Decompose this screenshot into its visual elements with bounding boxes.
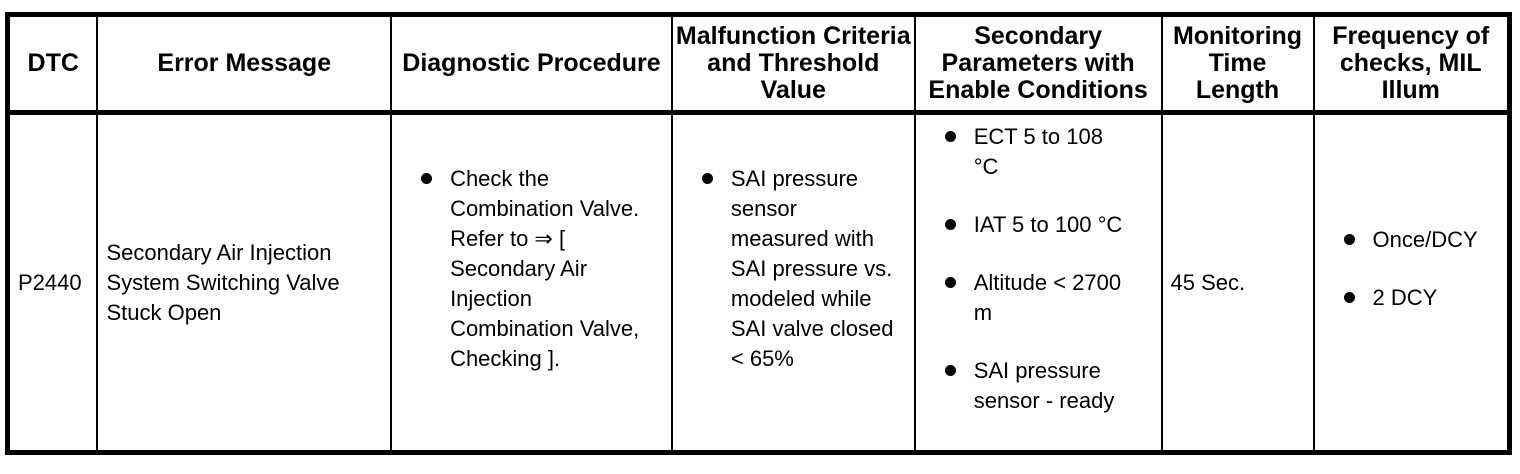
header-malfunction-criteria: Malfunction Criteria and Threshold Value: [670, 13, 916, 115]
list-item: SAI pressure sensor - ready: [944, 356, 1131, 416]
bullet-icon: [1343, 233, 1355, 245]
diagnostic-procedure-cell: Check the Combination Valve. Refer to ⇒ …: [390, 111, 673, 454]
dtc-table: DTC Error Message Diagnostic Procedure M…: [5, 12, 1512, 455]
list-item: IAT 5 to 100 °C: [944, 210, 1131, 240]
dtc-cell: P2440: [6, 111, 99, 454]
secondary-parameters-cell: ECT 5 to 108 °C IAT 5 to 100 °C Altitude…: [913, 111, 1163, 454]
header-monitoring-time: Monitoring Time Length: [1160, 13, 1315, 115]
list-item: ECT 5 to 108 °C: [944, 122, 1131, 182]
list-item-text: Check the Combination Valve. Refer to ⇒ …: [450, 165, 640, 371]
list-item: Once/DCY: [1343, 225, 1498, 255]
list-item-text: IAT 5 to 100 °C: [973, 211, 1123, 237]
frequency-cell: Once/DCY 2 DCY: [1312, 111, 1511, 454]
list-item-text: Altitude < 2700 m: [973, 269, 1122, 325]
bullet-icon: [944, 364, 956, 376]
list-item-text: SAI pressure sensor measured with SAI pr…: [730, 165, 894, 371]
header-frequency: Frequency of checks, MIL Illum: [1312, 13, 1511, 115]
list-item-text: ECT 5 to 108 °C: [973, 123, 1103, 179]
list-item: Altitude < 2700 m: [944, 268, 1131, 328]
bullet-icon: [701, 172, 713, 184]
list-item: Check the Combination Valve. Refer to ⇒ …: [421, 164, 653, 374]
error-message-cell: Secondary Air Injection System Switching…: [96, 111, 393, 454]
bullet-icon: [1343, 291, 1355, 303]
bullet-icon: [944, 218, 956, 230]
list-item-text: Once/DCY: [1372, 226, 1478, 252]
bullet-icon: [944, 276, 956, 288]
bullet-icon: [944, 130, 956, 142]
list-item: SAI pressure sensor measured with SAI pr…: [701, 164, 899, 374]
header-secondary-parameters: Secondary Parameters with Enable Conditi…: [913, 13, 1163, 115]
list-item-text: 2 DCY: [1372, 284, 1438, 310]
list-item: 2 DCY: [1343, 283, 1498, 313]
table-row: P2440 Secondary Air Injection System Swi…: [6, 111, 1511, 454]
bullet-icon: [421, 172, 433, 184]
header-row: DTC Error Message Diagnostic Procedure M…: [6, 13, 1511, 115]
header-dtc: DTC: [6, 13, 99, 115]
header-error-message: Error Message: [96, 13, 393, 115]
header-diagnostic-procedure: Diagnostic Procedure: [390, 13, 673, 115]
malfunction-criteria-cell: SAI pressure sensor measured with SAI pr…: [670, 111, 916, 454]
list-item-text: SAI pressure sensor - ready: [973, 357, 1115, 413]
monitoring-time-cell: 45 Sec.: [1160, 111, 1315, 454]
